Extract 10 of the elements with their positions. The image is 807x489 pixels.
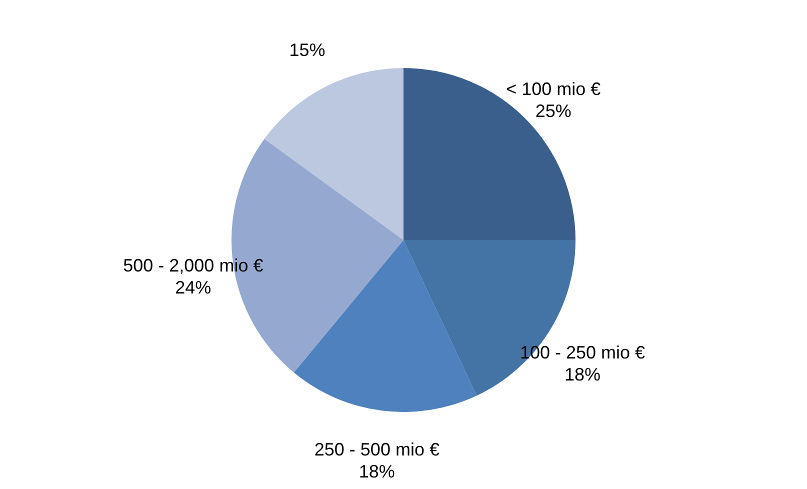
slice-label: 500 - 2,000 mio € [123, 256, 264, 276]
slice-label: < 100 mio € [506, 79, 601, 100]
pie-slice [294, 240, 477, 412]
data-label: 25% [535, 101, 572, 122]
slice-label: 250 - 500 mio € [314, 439, 440, 460]
data-label: 15% [289, 40, 326, 60]
pie-slice [264, 68, 404, 240]
data-label: 18% [358, 461, 395, 482]
data-label: 24% [175, 278, 212, 298]
data-label: 18% [564, 364, 601, 385]
